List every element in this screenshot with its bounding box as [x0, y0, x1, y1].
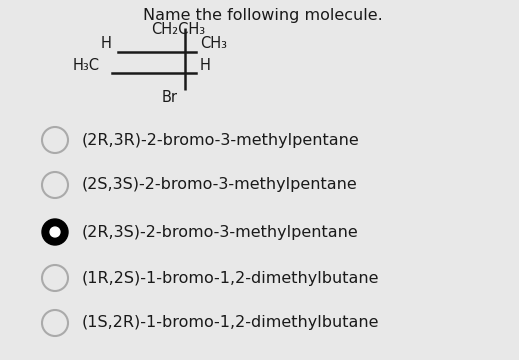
Text: (1R,2S)-1-bromo-1,2-dimethylbutane: (1R,2S)-1-bromo-1,2-dimethylbutane	[82, 270, 379, 285]
Circle shape	[42, 219, 68, 245]
Text: H: H	[101, 36, 112, 51]
Text: (2R,3S)-2-bromo-3-methylpentane: (2R,3S)-2-bromo-3-methylpentane	[82, 225, 359, 239]
Text: Name the following molecule.: Name the following molecule.	[143, 8, 383, 23]
Text: (2S,3S)-2-bromo-3-methylpentane: (2S,3S)-2-bromo-3-methylpentane	[82, 177, 358, 193]
Text: Br: Br	[162, 90, 178, 105]
Text: H₃C: H₃C	[73, 58, 100, 73]
Text: H: H	[200, 58, 211, 73]
Text: (1S,2R)-1-bromo-1,2-dimethylbutane: (1S,2R)-1-bromo-1,2-dimethylbutane	[82, 315, 379, 330]
Circle shape	[50, 227, 60, 237]
Text: CH₂CH₃: CH₂CH₃	[151, 22, 205, 37]
Text: CH₃: CH₃	[200, 36, 227, 51]
Text: (2R,3R)-2-bromo-3-methylpentane: (2R,3R)-2-bromo-3-methylpentane	[82, 132, 360, 148]
